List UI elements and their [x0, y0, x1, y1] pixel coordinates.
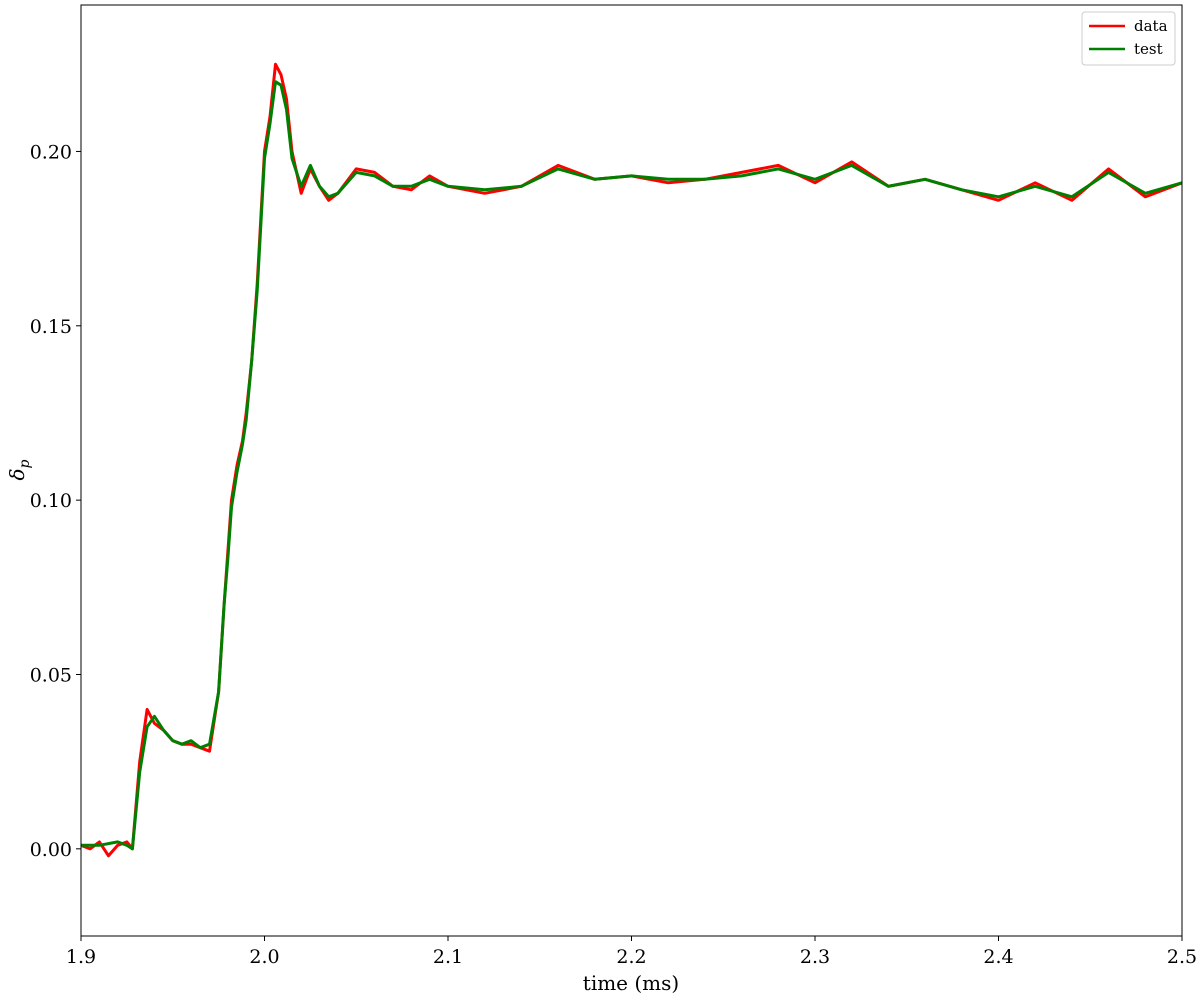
plot-area [81, 5, 1182, 936]
svg-text:δp: δp [5, 459, 33, 480]
x-tick-label: 2.1 [433, 946, 463, 968]
y-tick-label: 0.05 [30, 664, 72, 686]
x-tick-label: 2.0 [249, 946, 279, 968]
y-axis: 0.00 0.05 0.10 0.15 0.20 [30, 141, 81, 861]
x-tick-label: 2.3 [800, 946, 830, 968]
y-tick-label: 0.15 [30, 316, 72, 338]
y-axis-label-base: δ [5, 468, 29, 480]
y-axis-label: δp [5, 459, 33, 480]
x-axis: 1.9 2.0 2.1 2.2 2.3 2.4 2.5 [66, 936, 1197, 968]
series-line-test [81, 80, 1183, 851]
x-tick-label: 2.5 [1167, 946, 1197, 968]
x-tick-label: 2.4 [983, 946, 1013, 968]
y-tick-label: 0.20 [30, 141, 72, 163]
x-tick-label: 2.2 [616, 946, 646, 968]
y-tick-label: 0.00 [30, 839, 72, 861]
legend: data test [1081, 11, 1176, 66]
y-axis-label-sub: p [17, 459, 33, 468]
x-axis-label: time (ms) [583, 971, 679, 995]
legend-label-test: test [1134, 40, 1163, 58]
x-tick-label: 1.9 [66, 946, 96, 968]
y-tick-label: 0.10 [30, 490, 72, 512]
series-layer [80, 62, 1183, 858]
legend-label-data: data [1134, 17, 1168, 35]
